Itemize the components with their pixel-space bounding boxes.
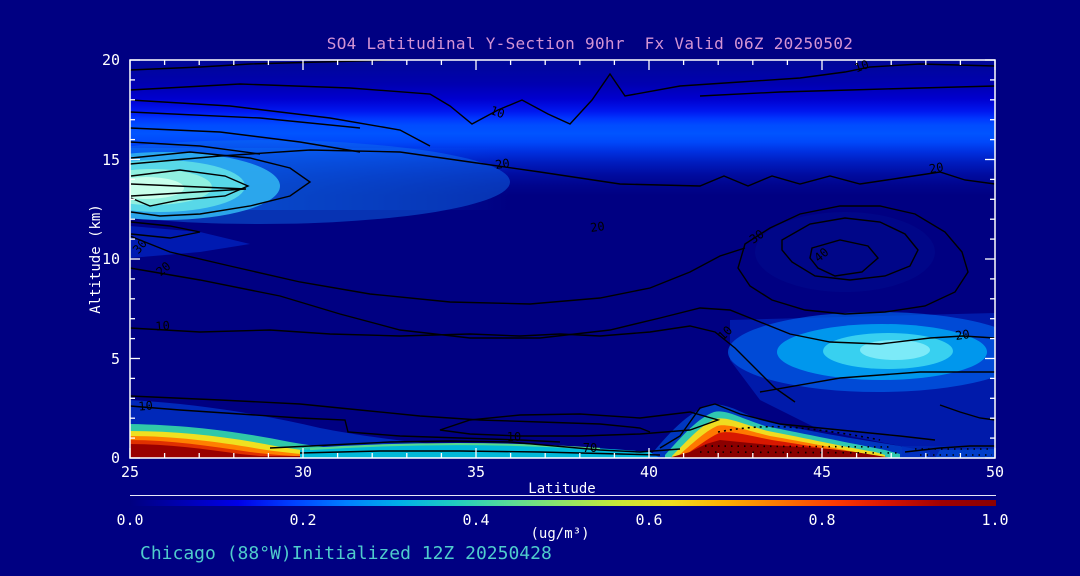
x-tick-label: 35 bbox=[466, 463, 486, 481]
colorbar-tick-label: 0.4 bbox=[462, 511, 490, 529]
dotted-contours bbox=[699, 425, 992, 456]
y-tick-label: 5 bbox=[110, 349, 120, 368]
x-tick-label: 40 bbox=[639, 463, 659, 481]
contour-label: 20 bbox=[928, 160, 945, 176]
contour-label: 10 bbox=[852, 57, 870, 75]
plot-frame bbox=[129, 59, 996, 459]
colorbar-tick-label: 0.0 bbox=[116, 511, 144, 529]
y-tick-label: 10 bbox=[101, 250, 120, 268]
x-tick-label: 45 bbox=[812, 463, 832, 481]
contour-fill-field bbox=[130, 60, 995, 458]
contour-label: 20 bbox=[494, 156, 510, 172]
colorbar-unit-label: (ug/m³) bbox=[530, 526, 590, 542]
colorbar-tick-label: 0.8 bbox=[808, 511, 836, 529]
contour-label: 10 bbox=[138, 398, 154, 413]
contour-label: 10 bbox=[507, 430, 521, 444]
contour-label: 10 bbox=[488, 103, 506, 121]
y-tick-label: 20 bbox=[101, 51, 120, 69]
x-tick-label: 25 bbox=[120, 463, 140, 481]
contour-label: 10 bbox=[155, 318, 171, 333]
colorbar-axis-line bbox=[130, 495, 996, 496]
x-axis-label: Latitude bbox=[528, 481, 596, 497]
station-init-text: Chicago (88°W)Initialized 12Z 20250428 bbox=[140, 543, 552, 564]
y-tick-label: 15 bbox=[101, 150, 120, 169]
contour-lines bbox=[130, 60, 995, 456]
colorbar bbox=[130, 500, 996, 506]
colorbar-tick-label: 0.2 bbox=[289, 511, 317, 529]
page-title: SO4 Latitudinal Y-Section 90hr Fx Valid … bbox=[326, 34, 854, 53]
contour-label: 20 bbox=[954, 327, 970, 343]
contour-label: 20 bbox=[589, 219, 605, 235]
contour-label: 30 bbox=[747, 227, 767, 247]
x-tick-label: 30 bbox=[293, 463, 313, 481]
x-tick-label: 50 bbox=[985, 463, 1005, 481]
colorbar-tick-label: 0.6 bbox=[635, 511, 663, 529]
contour-label: 70 bbox=[583, 441, 597, 455]
y-tick-label: 0 bbox=[110, 449, 120, 467]
colorbar-tick-label: 1.0 bbox=[981, 511, 1009, 529]
